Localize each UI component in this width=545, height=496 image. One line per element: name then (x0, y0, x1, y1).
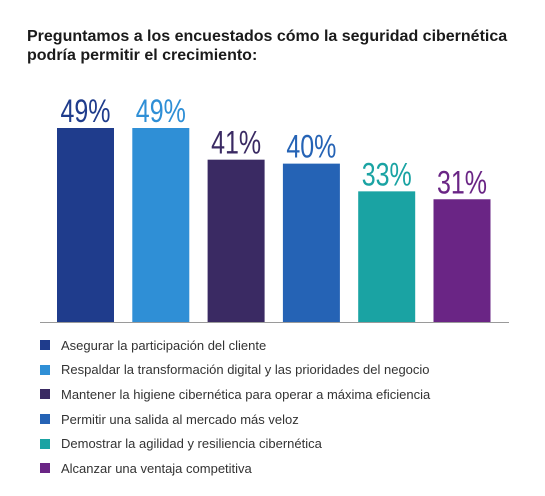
bar (433, 199, 491, 322)
legend-swatch (40, 389, 50, 400)
legend-item: Respaldar la transformación digital y la… (40, 358, 430, 383)
legend-swatch (40, 364, 50, 375)
data-label: 31% (437, 164, 487, 200)
data-label: 33% (362, 156, 412, 192)
legend-swatch (40, 414, 50, 425)
data-label: 41% (211, 125, 261, 161)
chart-legend: Asegurar la participación del cliente Re… (40, 333, 430, 481)
bar (57, 128, 114, 322)
legend-swatch (40, 463, 50, 474)
bar (282, 163, 340, 322)
legend-item: Permitir una salida al mercado más veloz (40, 407, 430, 432)
legend-item: Mantener la higiene cibernética para ope… (40, 382, 430, 407)
legend-item: Asegurar la participación del cliente (40, 333, 430, 358)
data-label: 49% (136, 93, 186, 129)
legend-item: Alcanzar una ventaja competitiva (40, 456, 430, 481)
bar (358, 191, 416, 322)
legend-item: Demostrar la agilidad y resiliencia cibe… (40, 431, 430, 456)
legend-label: Respaldar la transformación digital y la… (61, 362, 430, 378)
legend-label: Alcanzar una ventaja competitiva (61, 460, 252, 476)
bar (132, 128, 190, 322)
chart-title: Preguntamos a los encuestados cómo la se… (27, 28, 508, 64)
bar-chart: 49% 49% 41% 40% 33% 31% (40, 93, 509, 323)
data-label: 49% (61, 93, 111, 129)
legend-label: Demostrar la agilidad y resiliencia cibe… (61, 436, 322, 452)
legend-label: Asegurar la participación del cliente (61, 337, 267, 353)
legend-swatch (40, 438, 50, 449)
data-label: 40% (286, 129, 336, 165)
legend-swatch (40, 340, 50, 351)
bar (207, 159, 265, 322)
legend-label: Permitir una salida al mercado más veloz (61, 411, 299, 427)
legend-label: Mantener la higiene cibernética para ope… (61, 386, 431, 402)
